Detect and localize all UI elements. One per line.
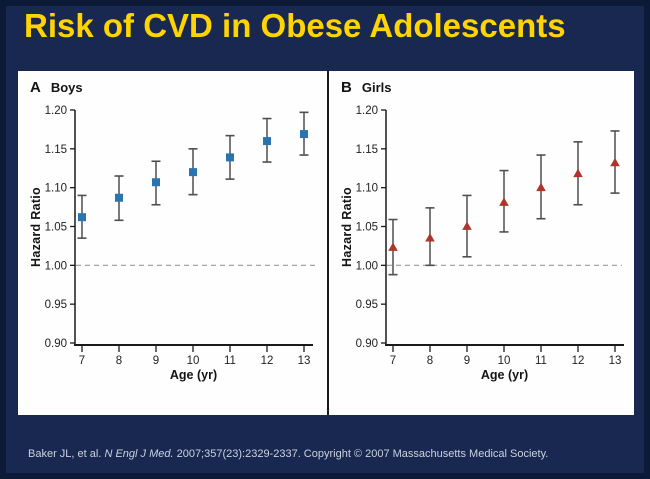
panel-letter-b: B [341, 79, 352, 96]
panel-title-boys: Boys [50, 80, 83, 95]
girls-chart: 0.90 0.95 1.00 1.05 1.10 1.15 1.20 7 8 9 10 11 12 13 [356, 105, 624, 367]
x-tick-label: 9 [464, 355, 470, 367]
y-tick-label: 1.10 [356, 183, 378, 195]
data-point-marker [300, 130, 308, 139]
data-point-marker [152, 178, 160, 187]
y-tick-label: 1.20 [45, 105, 67, 117]
data-point-marker [388, 242, 398, 251]
y-tick-label: 0.90 [356, 338, 378, 350]
panel-letter-a: A [30, 79, 41, 96]
y-tick-label: 1.05 [356, 222, 378, 234]
data-point-marker [573, 168, 583, 178]
data-point-marker [536, 182, 546, 192]
y-tick-label: 1.00 [45, 260, 67, 272]
x-tick-label: 7 [390, 355, 396, 367]
citation-journal: N Engl J Med. [104, 448, 174, 460]
y-axis-label-boys: Hazard Ratio [29, 186, 43, 268]
panel-divider [327, 71, 329, 415]
x-tick-label: 8 [427, 355, 433, 367]
x-tick-label: 7 [79, 355, 85, 367]
panel-label-boys: A Boys [30, 79, 83, 96]
data-point-marker [78, 213, 86, 222]
data-point-marker [499, 197, 509, 206]
y-tick-label: 1.15 [356, 144, 378, 156]
data-point-marker [462, 221, 472, 230]
x-tick-label: 13 [609, 355, 622, 367]
panel-title-girls: Girls [361, 80, 392, 95]
citation-authors: Baker JL, et al. [28, 448, 105, 460]
data-point-marker [263, 137, 271, 146]
y-tick-label: 1.00 [356, 260, 378, 272]
girls-panel: 0.90 0.95 1.00 1.05 1.10 1.15 1.20 7 8 9 10 11 12 13 … [329, 71, 634, 415]
y-tick-label: 0.90 [45, 338, 67, 350]
y-tick-label: 1.15 [45, 144, 67, 156]
y-axis-label-girls: Hazard Ratio [340, 186, 354, 268]
x-axis-label-girls: Age (yr) [480, 368, 529, 382]
citation-detail: 2007;357(23):2329-2337. Copyright © 2007… [173, 448, 549, 460]
y-tick-label: 0.95 [45, 299, 67, 311]
data-point-marker [610, 157, 620, 167]
data-point-marker [115, 193, 123, 202]
x-axis-label-boys: Age (yr) [169, 368, 218, 382]
data-point-marker [425, 233, 435, 242]
citation: Baker JL, et al. N Engl J Med. 2007;357(… [28, 448, 548, 460]
data-point-marker [189, 168, 197, 177]
x-tick-label: 10 [187, 355, 200, 367]
y-tick-label: 0.95 [356, 299, 378, 311]
x-tick-label: 12 [572, 355, 585, 367]
x-tick-label: 11 [535, 355, 547, 367]
data-point-marker [226, 153, 234, 162]
x-tick-label: 12 [261, 355, 274, 367]
boys-panel: 0.90 0.95 1.00 1.05 1.10 1.15 1.20 7 8 9 10 11 12 13 … [18, 71, 327, 415]
x-tick-label: 10 [498, 355, 511, 367]
x-tick-label: 11 [224, 355, 236, 367]
panel-label-girls: B Girls [341, 79, 391, 96]
boys-chart: 0.90 0.95 1.00 1.05 1.10 1.15 1.20 7 8 9 10 11 12 13 [45, 105, 315, 367]
figure-panel: 0.90 0.95 1.00 1.05 1.10 1.15 1.20 7 8 9 10 11 12 13 … [18, 71, 634, 415]
y-tick-label: 1.10 [45, 183, 67, 195]
x-tick-label: 9 [153, 355, 159, 367]
x-tick-label: 13 [298, 355, 311, 367]
y-tick-label: 1.20 [356, 105, 378, 117]
x-tick-label: 8 [116, 355, 122, 367]
y-tick-label: 1.05 [45, 222, 67, 234]
slide-title: Risk of CVD in Obese Adolescents [24, 7, 566, 44]
